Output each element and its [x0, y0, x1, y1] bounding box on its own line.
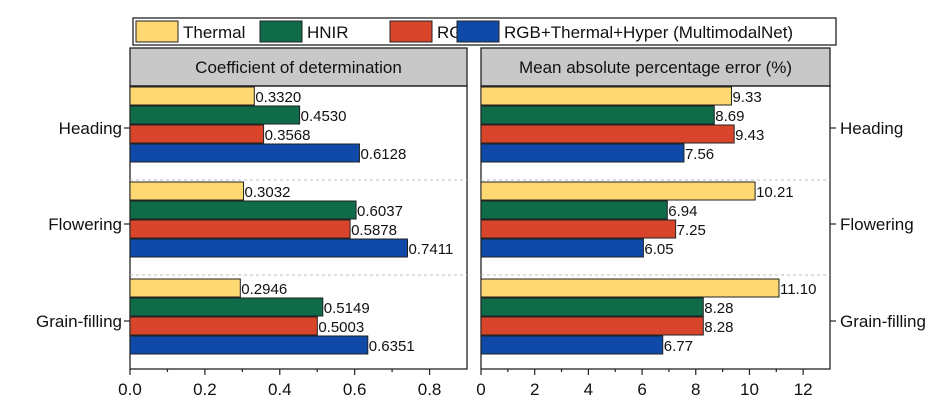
value-label: 0.6351	[369, 338, 415, 355]
panel-title: Coefficient of determination	[195, 58, 402, 77]
bar-flowering-rgb	[480, 219, 677, 239]
value-label: 6.05	[644, 241, 673, 258]
bar-heading-rgb	[129, 124, 265, 144]
legend-label-hnir: HNIR	[307, 23, 349, 42]
bar-grain-filling-hnir	[480, 297, 704, 317]
value-label: 0.5878	[351, 222, 397, 239]
bar-flowering-thermal	[129, 181, 245, 201]
legend-swatch-hnir	[259, 20, 303, 43]
bar-grain-filling-rgb-thermal-hyper-multimodalnet	[129, 335, 369, 355]
bar-flowering-rgb-thermal-hyper-multimodalnet	[129, 238, 409, 258]
bar-heading-hnir	[480, 105, 715, 125]
value-label: 0.7411	[409, 241, 454, 258]
value-label: 6.77	[664, 338, 693, 355]
category-label-grain-filling: Grain-filling	[36, 312, 122, 331]
legend-swatch-rgb	[389, 20, 433, 43]
bar-heading-rgb	[480, 124, 735, 144]
bar-heading-rgb-thermal-hyper-multimodalnet	[480, 143, 685, 163]
x-tick-label: 8	[691, 380, 700, 399]
value-label: 11.10	[780, 281, 816, 298]
bar-flowering-hnir	[480, 200, 668, 220]
panel-mean-absolute-percentage-error: Mean absolute percentage error (%) 9.33 8.…	[476, 47, 926, 399]
value-label: 8.28	[704, 319, 733, 336]
value-label: 7.25	[677, 222, 706, 239]
bar-flowering-rgb	[129, 219, 351, 239]
category-label-flowering: Flowering	[48, 215, 122, 234]
bar-heading-thermal	[129, 86, 255, 106]
value-label: 0.3568	[265, 127, 311, 144]
value-label: 0.3320	[255, 89, 301, 106]
bar-grain-filling-rgb-thermal-hyper-multimodalnet	[480, 335, 664, 355]
x-tick-label: 4	[584, 380, 593, 399]
legend-label-thermal: Thermal	[183, 23, 245, 42]
value-label: 0.3032	[245, 184, 291, 201]
value-label: 8.28	[704, 300, 733, 317]
bar-grain-filling-thermal	[480, 278, 780, 298]
value-label: 0.5003	[318, 319, 364, 336]
bar-flowering-thermal	[480, 181, 756, 201]
legend-swatch-thermal	[135, 20, 179, 43]
panel-title: Mean absolute percentage error (%)	[519, 58, 792, 77]
bar-grain-filling-rgb	[129, 316, 318, 336]
chart-panels: Coefficient of determination 0.33200.4530…	[36, 47, 926, 399]
x-tick-label: 0	[476, 380, 485, 399]
value-label: 0.4530	[301, 108, 347, 125]
x-tick-label: 0.0	[118, 380, 142, 399]
bar-heading-rgb-thermal-hyper-multimodalnet	[129, 143, 360, 163]
value-label: 6.94	[668, 203, 697, 220]
bar-grain-filling-thermal	[129, 278, 241, 298]
x-tick-label: 0.2	[193, 380, 217, 399]
bar-grain-filling-rgb	[480, 316, 704, 336]
value-label: 10.21	[756, 184, 794, 201]
panel-coefficient-of-determination: Coefficient of determination 0.33200.4530…	[36, 47, 468, 399]
bar-flowering-rgb-thermal-hyper-multimodalnet	[480, 238, 644, 258]
panel-header	[480, 47, 831, 87]
value-label: 0.6037	[357, 203, 403, 220]
value-label: 8.69	[715, 108, 744, 125]
legend: Thermal HNIR RGB RGB+Thermal+Hyper (Multimo…	[132, 17, 837, 46]
bar-flowering-hnir	[129, 200, 357, 220]
value-label: 9.33	[732, 89, 761, 106]
legend-label-rgb-thermal-hyper-multimodalnet: RGB+Thermal+Hyper (MultimodalNet)	[504, 23, 793, 42]
x-tick-label: 0.4	[268, 380, 292, 399]
category-label-grain-filling: Grain-filling	[840, 312, 926, 331]
x-tick-label: 12	[794, 380, 813, 399]
value-label: 0.5149	[324, 300, 370, 317]
category-label-heading: Heading	[59, 119, 122, 138]
x-tick-label: 10	[740, 380, 759, 399]
value-label: 7.56	[685, 146, 714, 163]
bar-heading-thermal	[480, 86, 732, 106]
category-label-flowering: Flowering	[840, 215, 914, 234]
bar-grain-filling-hnir	[129, 297, 324, 317]
category-label-heading: Heading	[840, 119, 903, 138]
x-tick-label: 0.8	[418, 380, 442, 399]
bar-heading-hnir	[129, 105, 301, 125]
x-tick-label: 0.6	[343, 380, 367, 399]
legend-swatch-rgb-thermal-hyper-multimodalnet	[456, 20, 500, 43]
value-label: 0.2946	[241, 281, 287, 298]
x-tick-label: 6	[637, 380, 646, 399]
value-label: 9.43	[735, 127, 764, 144]
value-label: 0.6128	[360, 146, 406, 163]
x-tick-label: 2	[530, 380, 539, 399]
